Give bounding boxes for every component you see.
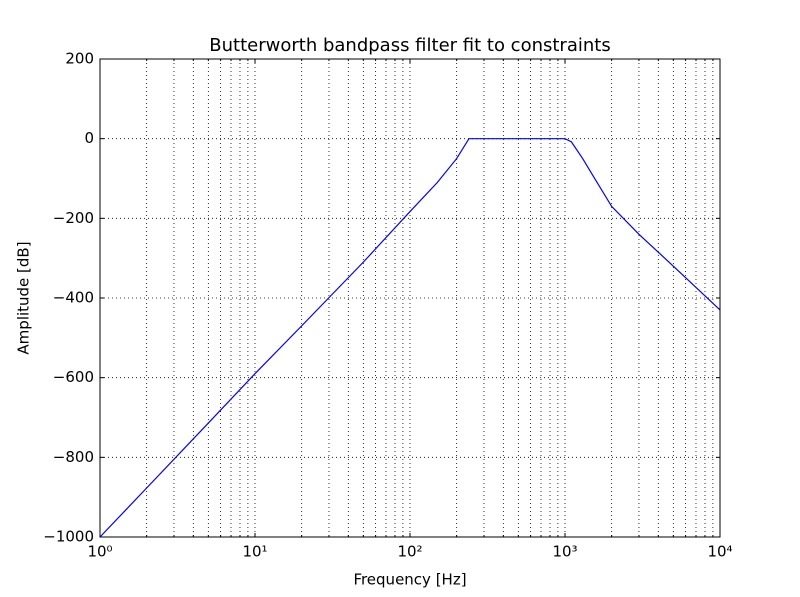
y-tick-label: 0 — [84, 129, 94, 147]
y-tick-label: −1000 — [43, 528, 94, 546]
x-tick-label: 10⁰ — [87, 543, 112, 561]
plot-frame — [99, 58, 721, 538]
data-line — [99, 138, 721, 538]
y-tick-label: 200 — [65, 50, 94, 68]
x-tick-label: 10¹ — [242, 543, 267, 561]
x-tick-label: 10⁴ — [707, 543, 732, 561]
x-axis-label: Frequency [Hz] — [353, 571, 466, 589]
y-tick-label: −600 — [53, 368, 94, 386]
x-tick-label: 10² — [397, 543, 422, 561]
y-tick-label: −200 — [53, 209, 94, 227]
y-tick-label: −800 — [53, 448, 94, 466]
chart-title: Butterworth bandpass filter fit to const… — [209, 35, 610, 56]
x-tick-label: 10³ — [552, 543, 577, 561]
y-tick-label: −400 — [53, 289, 94, 307]
y-axis-label: Amplitude [dB] — [15, 241, 33, 354]
